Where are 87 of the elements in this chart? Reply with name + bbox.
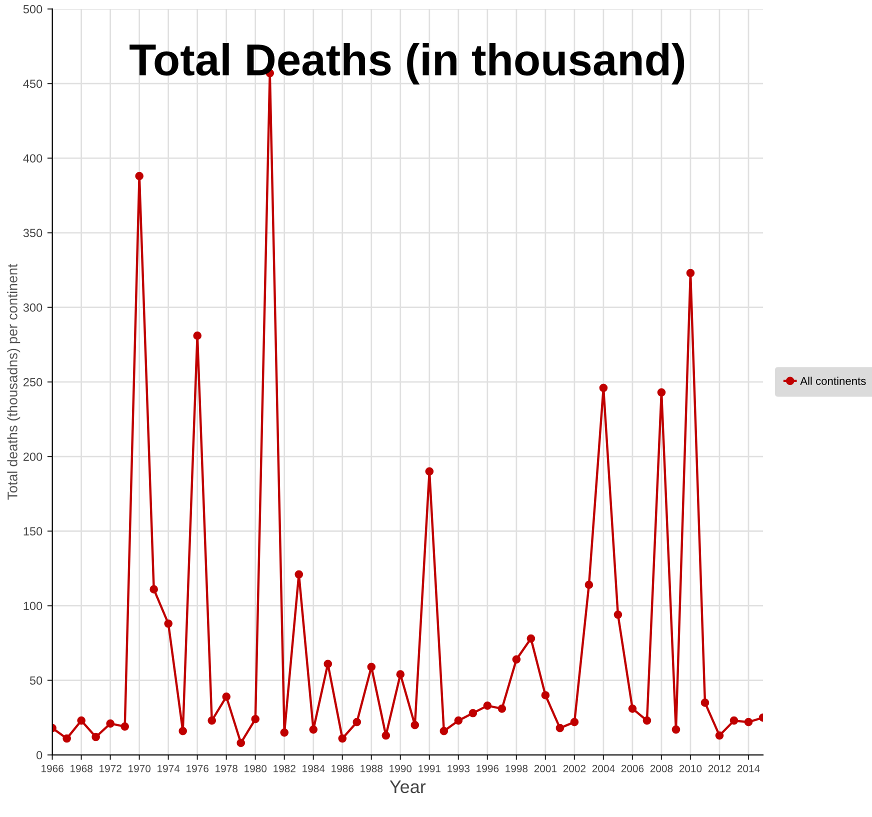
- point: [294, 570, 304, 579]
- point: [700, 698, 710, 707]
- point: [150, 585, 158, 594]
- point: [164, 619, 173, 628]
- y-tick-label: 300: [23, 303, 42, 312]
- x-tick-label: 2006: [621, 764, 644, 772]
- point: [62, 734, 71, 743]
- point: [135, 172, 144, 180]
- x-tick-label: 1982: [274, 764, 296, 772]
- point: [744, 718, 753, 726]
- x-tick-label: 1984: [302, 764, 325, 772]
- point: [222, 692, 231, 701]
- point: [193, 332, 202, 340]
- point: [642, 716, 652, 725]
- x-tick-label: 1974: [158, 764, 180, 772]
- point: [672, 725, 680, 734]
- y-tick-label: 500: [23, 5, 42, 14]
- y-axis-title: Total deaths (thousadns) per continent: [7, 264, 20, 500]
- point: [120, 722, 130, 731]
- x-tick-label: 1972: [100, 764, 122, 772]
- y-tick-label: 200: [23, 452, 42, 461]
- point: [454, 716, 463, 725]
- x-tick-label: 1980: [244, 764, 267, 772]
- x-tick-label: 1998: [506, 764, 528, 772]
- point: [657, 388, 666, 397]
- point: [730, 716, 738, 725]
- point: [236, 738, 246, 748]
- point: [367, 662, 376, 672]
- point: [556, 724, 564, 732]
- x-tick-label: 1978: [216, 764, 238, 772]
- point: [440, 726, 448, 736]
- point: [396, 670, 405, 679]
- y-tick-label: 100: [24, 602, 42, 610]
- point: [106, 719, 114, 728]
- y-tick-label: 350: [23, 228, 42, 238]
- point: [512, 655, 521, 664]
- y-tick-label: 150: [24, 527, 42, 536]
- point: [614, 610, 622, 619]
- y-tick-label: 0: [36, 750, 42, 760]
- point: [352, 718, 362, 726]
- x-tick-label: 2004: [592, 764, 615, 772]
- point: [382, 731, 390, 740]
- point: [309, 725, 318, 734]
- y-tick-label: 250: [23, 378, 42, 386]
- x-tick-label: 1976: [186, 764, 208, 772]
- x-tick-label: 2002: [563, 764, 586, 772]
- x-tick-label: 1970: [128, 764, 151, 772]
- x-tick-label: 1988: [360, 764, 383, 772]
- x-tick-label: 2001: [534, 764, 557, 772]
- x-tick-label: 1990: [390, 764, 412, 772]
- y-tick-label: 450: [23, 80, 42, 88]
- point: [410, 720, 420, 730]
- point: [280, 728, 289, 737]
- x-tick-label: 2014: [737, 764, 760, 772]
- point: [468, 708, 478, 718]
- point: [599, 384, 608, 392]
- x-tick-label: 1991: [418, 764, 440, 772]
- y-tick-label: 400: [23, 154, 42, 163]
- x-axis-title: Year: [390, 780, 426, 794]
- x-tick-label: 2012: [708, 764, 731, 772]
- point: [570, 718, 579, 726]
- y-tick-label: 50: [30, 676, 42, 685]
- point: [92, 732, 100, 742]
- point: [541, 691, 550, 700]
- x-tick-label: 2008: [650, 764, 673, 772]
- point: [324, 660, 332, 668]
- point: [715, 731, 724, 740]
- x-tick-label: 2010: [679, 764, 702, 772]
- x-tick-label: 1966: [42, 764, 64, 772]
- point: [584, 580, 594, 590]
- point: [208, 716, 216, 725]
- point: [77, 716, 86, 725]
- x-tick-label: 1986: [332, 764, 354, 772]
- x-tick-label: 1968: [70, 764, 92, 772]
- point: [498, 704, 506, 713]
- text: Total Deaths (in thousand): [130, 43, 684, 84]
- point: [483, 702, 492, 710]
- point: [425, 467, 434, 476]
- x-tick-label: 1996: [476, 764, 499, 772]
- point: [338, 734, 347, 743]
- x-tick-label: 1993: [448, 764, 470, 772]
- point: [178, 726, 188, 736]
- point: [526, 634, 536, 643]
- point: [628, 704, 637, 713]
- point: [686, 268, 695, 278]
- point: [251, 714, 260, 724]
- legend-label: All continents: [800, 376, 866, 385]
